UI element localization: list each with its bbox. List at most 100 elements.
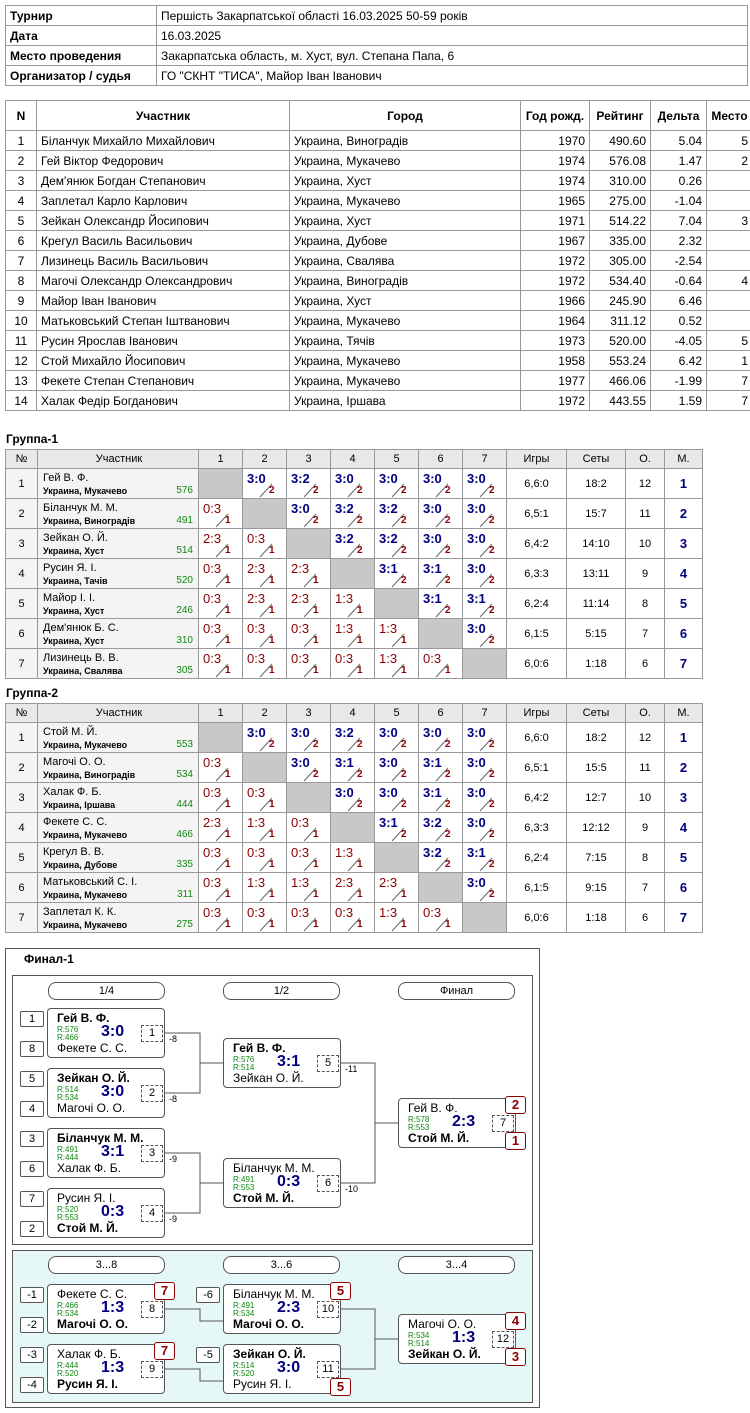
match-score: 3:0 bbox=[423, 501, 442, 516]
column-header: Город bbox=[289, 100, 521, 131]
player-name: Біланчук М. М. bbox=[57, 1131, 144, 1145]
participant-cell: Крегул В. В. Украина, Дубове 335 bbox=[37, 842, 199, 873]
participant-row: 5 Зейкан Олександр Йосипович Украина, Хуст… bbox=[5, 210, 750, 231]
player-name: Фекете С. С. bbox=[57, 1287, 128, 1301]
slash bbox=[391, 737, 405, 752]
slash-line bbox=[391, 797, 405, 812]
slash bbox=[215, 633, 229, 648]
cell: 1970 bbox=[520, 130, 590, 151]
player-rating: 576 bbox=[176, 485, 193, 496]
slash-line bbox=[215, 917, 229, 932]
games: 6,4:2 bbox=[506, 782, 567, 813]
slash-line bbox=[259, 633, 273, 648]
place: 7 bbox=[664, 648, 703, 679]
match-points: 1 bbox=[225, 829, 231, 840]
slash bbox=[391, 917, 405, 932]
match-points: 2 bbox=[357, 515, 363, 526]
match-score: 3:2 bbox=[379, 501, 398, 516]
result-cell: 1:3 1 bbox=[374, 902, 419, 933]
empty-cell bbox=[198, 722, 243, 753]
match-score: 3:0 bbox=[335, 471, 354, 486]
match-score: 1:3 bbox=[452, 1329, 476, 1346]
group-row: 1 Гей В. Ф. Украина, Мукачево 576 3:0 2 3:2 2 3:… bbox=[5, 468, 703, 499]
points: 6 bbox=[625, 902, 665, 933]
connector bbox=[165, 1152, 223, 1214]
slash bbox=[259, 543, 273, 558]
slash bbox=[259, 857, 273, 872]
column-header: 4 bbox=[330, 449, 375, 469]
match-score: 1:3 bbox=[101, 1299, 125, 1316]
player-city: Украина, Мукачево bbox=[43, 890, 128, 900]
cell: 490.60 bbox=[589, 130, 651, 151]
result-cell: 3:1 2 bbox=[374, 558, 419, 589]
player-rating: 310 bbox=[176, 635, 193, 646]
column-header: 7 bbox=[462, 703, 507, 723]
player-rating: 466 bbox=[176, 829, 193, 840]
column-header: М. bbox=[664, 703, 703, 723]
participant-cell: Фекете С. С. Украина, Мукачево 466 bbox=[37, 812, 199, 843]
slash-line bbox=[347, 887, 361, 902]
place-box: 5 bbox=[330, 1282, 351, 1300]
slash-line bbox=[215, 513, 229, 528]
seed-box: 4 bbox=[20, 1101, 44, 1117]
slash bbox=[479, 543, 493, 558]
match-number: 11 bbox=[317, 1361, 339, 1378]
match-score: 3:2 bbox=[379, 531, 398, 546]
slash bbox=[303, 737, 317, 752]
match-points: 1 bbox=[225, 889, 231, 900]
slash bbox=[347, 663, 361, 678]
match-points: 2 bbox=[401, 485, 407, 496]
round-label: 1/2 bbox=[223, 982, 340, 1000]
player-name: Магочі О. О. bbox=[57, 1101, 126, 1115]
empty-cell bbox=[286, 782, 331, 813]
row-number: 1 bbox=[5, 468, 38, 499]
match-score: 0:3 bbox=[291, 651, 310, 666]
result-cell: 3:0 2 bbox=[418, 722, 463, 753]
result-cell: 2:3 1 bbox=[286, 558, 331, 589]
slash bbox=[215, 857, 229, 872]
slash bbox=[391, 513, 405, 528]
empty-cell bbox=[374, 588, 419, 619]
slash bbox=[303, 663, 317, 678]
place: 3 bbox=[664, 782, 703, 813]
match-score: 0:3 bbox=[247, 621, 266, 636]
match-points: 1 bbox=[445, 919, 451, 930]
slash bbox=[347, 483, 361, 498]
result-cell: 1:3 1 bbox=[242, 872, 287, 903]
match-points: 2 bbox=[489, 829, 495, 840]
cell: 7.04 bbox=[650, 210, 707, 231]
loser-link: -8 bbox=[169, 1034, 178, 1044]
column-header: Сеты bbox=[566, 703, 626, 723]
slash-line bbox=[347, 767, 361, 782]
slash bbox=[259, 663, 273, 678]
match-points: 1 bbox=[269, 545, 275, 556]
match-box bbox=[223, 1038, 341, 1088]
player-rating: 311 bbox=[177, 889, 193, 900]
empty-cell bbox=[242, 498, 287, 529]
match-points: 1 bbox=[269, 665, 275, 676]
slash bbox=[391, 663, 405, 678]
slash bbox=[215, 797, 229, 812]
loser-link: -9 bbox=[169, 1214, 178, 1224]
slash bbox=[479, 797, 493, 812]
participant-cell: Халак Ф. Б. Украина, Іршава 444 bbox=[37, 782, 199, 813]
player-city: Украина, Дубове bbox=[43, 860, 118, 870]
group-title: Группа-1 bbox=[6, 432, 59, 446]
slash-line bbox=[435, 573, 449, 588]
slash bbox=[259, 603, 273, 618]
match-score: 3:1 bbox=[379, 815, 398, 830]
connector bbox=[165, 1032, 223, 1094]
slash-line bbox=[435, 603, 449, 618]
match-points: 2 bbox=[445, 859, 451, 870]
slash-line bbox=[259, 917, 273, 932]
result-cell: 1:3 1 bbox=[374, 648, 419, 679]
games: 6,5:1 bbox=[506, 498, 567, 529]
slash-line bbox=[479, 513, 493, 528]
result-cell: 2:3 1 bbox=[242, 588, 287, 619]
player-rating: 491 bbox=[176, 515, 193, 526]
participant-cell: Біланчук М. М. Украина, Виноградів 491 bbox=[37, 498, 199, 529]
round-label: 3...8 bbox=[48, 1256, 165, 1274]
slash-line bbox=[435, 797, 449, 812]
place: 4 bbox=[664, 812, 703, 843]
slash bbox=[435, 857, 449, 872]
